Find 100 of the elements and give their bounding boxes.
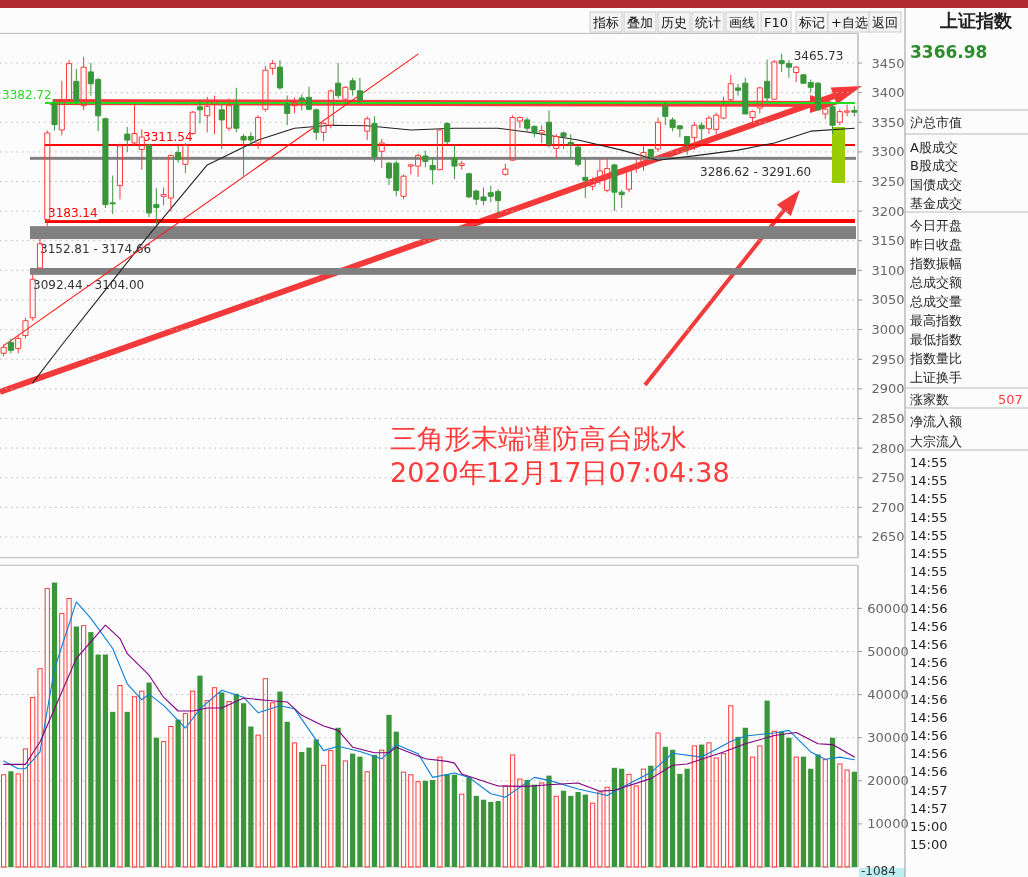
y-tick-label: 3100 [871,262,905,278]
bar [168,725,174,868]
bar [815,754,821,867]
toolbar-button: 指标 [589,11,623,33]
y-tick-label: 10000 [867,816,909,832]
bar [786,737,792,867]
candlestick [655,117,662,153]
bar [1,774,7,868]
y-tick-label: 3450 [871,55,905,71]
y-tick-label: 3250 [871,174,905,190]
bar [350,753,356,867]
candlestick [749,109,756,129]
text: 沪总市值 [910,115,962,130]
bar [466,777,472,867]
y-tick-label: 2850 [871,410,905,426]
text: 总成交量 [909,294,962,309]
candlestick [291,96,298,114]
bar [764,700,770,867]
bar [299,751,305,867]
bar [553,795,559,868]
candlestick [269,59,276,76]
bar [88,632,94,867]
y-tick-label: 2750 [871,470,905,486]
y-tick-label: 3200 [871,203,905,219]
candlestick [284,95,291,126]
candlestick [73,68,80,105]
text: 大宗流入 [910,434,962,449]
bar [393,731,399,867]
bar [589,802,596,868]
bar [226,701,232,868]
text: 14:55 [910,455,948,470]
text: -1084 [861,864,896,877]
text: 上证指数 [939,10,1013,31]
bar [117,685,123,868]
y-tick-label: 3350 [871,114,905,130]
text: 14:55 [910,546,948,561]
y-tick-label: 20000 [867,773,909,789]
bar [582,794,588,867]
text: 净流入额 [910,414,962,429]
candlestick [400,173,407,200]
candlestick [662,101,669,126]
bar [473,795,479,867]
text: 最低指数 [910,332,962,347]
bar [291,742,298,868]
bar [110,711,116,867]
text: 总成交额 [909,275,962,290]
bar [306,747,312,867]
bar [51,582,58,867]
candlestick [262,65,269,113]
candlestick [451,144,458,180]
bar [655,732,661,868]
toolbar-button: 画线 [725,11,759,33]
bar [699,744,705,867]
y-tick-label: 60000 [867,600,909,616]
bar [313,739,319,867]
bar [284,721,290,867]
candlestick [182,142,189,174]
candlestick [647,148,654,162]
candlestick [684,135,691,156]
candlestick [764,58,771,103]
toolbar-button: 叠加 [623,11,657,33]
bar [15,773,21,868]
bar [422,780,428,867]
bar [517,778,523,868]
text: 14:56 [910,655,948,671]
bar [364,771,370,868]
text: A股成交 [910,140,958,155]
y-tick-label: 3400 [871,85,905,101]
bar [531,784,538,867]
candlestick [51,98,58,132]
candlestick [378,138,385,169]
candlestick [371,115,378,163]
candlestick [560,131,567,150]
candlestick [204,96,211,133]
bar [219,692,225,867]
band-label: 3286.62 - 3291.60 [700,164,812,179]
text: 14:56 [910,582,948,598]
toolbar-button: 统计 [691,11,725,33]
bar [153,737,159,867]
bar [822,759,828,868]
line-series [32,124,855,384]
y-tick-label: 30000 [867,730,909,746]
toolbar-button: 标记 [795,11,829,33]
text: 昨日收盘 [910,237,962,252]
bar [808,768,814,867]
bar [851,771,857,867]
bar [611,767,618,867]
bar [320,764,327,868]
candlestick [226,98,233,132]
bar [182,713,189,868]
bar [560,790,567,867]
bar [800,756,807,867]
bar [677,773,683,867]
bar [175,719,181,867]
toolbar-button: F10 [760,11,792,33]
annotation: 三角形末端谨防高台跳水 [390,423,687,454]
candlestick [545,109,553,149]
candlestick [771,59,778,101]
candlestick [0,343,7,357]
bar [480,799,487,867]
